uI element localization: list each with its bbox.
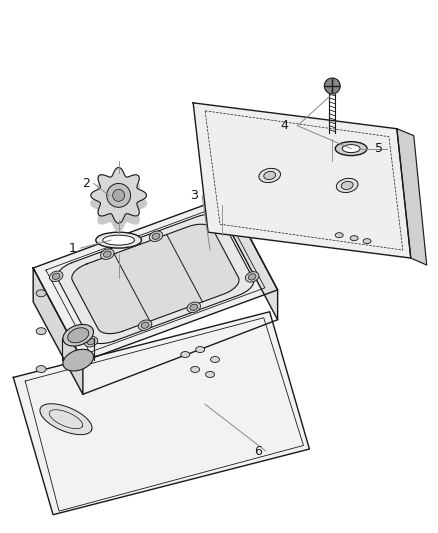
Text: 4: 4 (281, 119, 289, 132)
Polygon shape (33, 196, 278, 361)
Ellipse shape (87, 338, 95, 345)
Ellipse shape (190, 304, 198, 310)
Ellipse shape (341, 181, 353, 189)
Ellipse shape (187, 302, 201, 312)
Ellipse shape (84, 336, 98, 347)
Text: 1: 1 (69, 241, 77, 255)
Polygon shape (72, 224, 239, 334)
Ellipse shape (101, 249, 114, 260)
Ellipse shape (149, 231, 163, 241)
Circle shape (113, 189, 124, 201)
Ellipse shape (363, 239, 371, 244)
Text: 6: 6 (254, 445, 261, 457)
Ellipse shape (141, 322, 149, 328)
Ellipse shape (259, 168, 280, 183)
Text: 3: 3 (190, 189, 198, 202)
Ellipse shape (248, 274, 256, 280)
Ellipse shape (335, 142, 367, 156)
Polygon shape (13, 312, 309, 515)
Polygon shape (33, 268, 83, 394)
Ellipse shape (68, 328, 89, 343)
Ellipse shape (36, 290, 46, 297)
Polygon shape (397, 129, 427, 265)
Ellipse shape (245, 272, 259, 282)
Text: 5: 5 (375, 142, 383, 155)
Polygon shape (228, 196, 278, 320)
Ellipse shape (103, 235, 134, 245)
Ellipse shape (36, 366, 46, 373)
Ellipse shape (211, 357, 219, 362)
Ellipse shape (103, 251, 111, 257)
Polygon shape (193, 103, 411, 258)
Polygon shape (91, 167, 146, 223)
Ellipse shape (63, 349, 94, 371)
Ellipse shape (138, 320, 152, 330)
Ellipse shape (63, 325, 94, 346)
Ellipse shape (152, 233, 160, 239)
Ellipse shape (53, 273, 60, 279)
Ellipse shape (350, 236, 358, 240)
Polygon shape (57, 214, 254, 344)
Circle shape (324, 78, 340, 94)
Polygon shape (40, 404, 92, 434)
Ellipse shape (335, 233, 343, 238)
Ellipse shape (342, 144, 360, 152)
Text: 2: 2 (82, 177, 90, 190)
Polygon shape (91, 175, 146, 231)
Ellipse shape (181, 352, 190, 358)
Ellipse shape (191, 367, 200, 373)
Ellipse shape (205, 372, 215, 377)
Ellipse shape (196, 346, 205, 352)
Ellipse shape (96, 232, 141, 248)
Ellipse shape (49, 271, 63, 281)
Ellipse shape (336, 179, 358, 192)
Ellipse shape (215, 215, 229, 226)
Ellipse shape (219, 217, 226, 224)
Ellipse shape (36, 328, 46, 335)
Circle shape (107, 183, 131, 207)
Ellipse shape (264, 172, 276, 180)
